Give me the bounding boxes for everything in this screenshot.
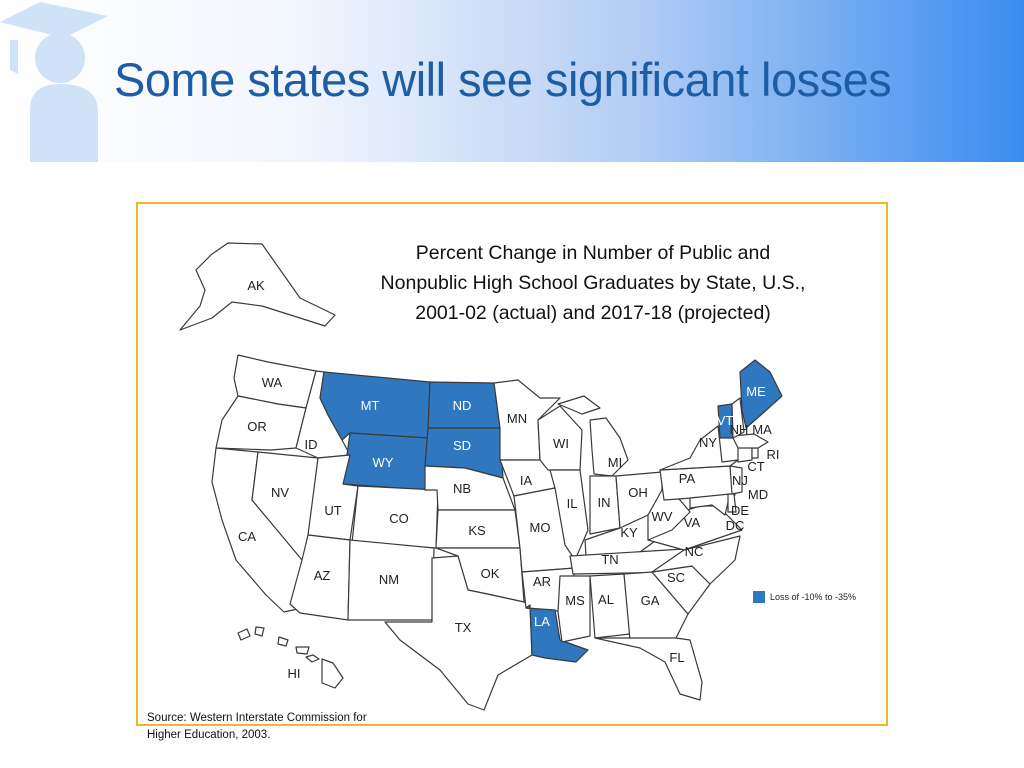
label-ky: KY [620,525,638,540]
label-nj: NJ [732,473,748,488]
state-or [215,395,307,451]
state-nh [731,397,745,439]
label-nv: NV [271,485,289,500]
label-wa: WA [262,375,283,390]
label-wy: WY [373,455,394,470]
map-title: Percent Change in Number of Public and N… [308,238,878,328]
label-wi: WI [553,436,569,451]
label-nb: NB [453,481,471,496]
label-ar: AR [533,574,551,589]
state-ak [179,242,336,331]
label-nd: ND [453,398,472,413]
label-mn: MN [507,411,527,426]
graduate-icon [0,2,108,162]
label-ms: MS [565,593,585,608]
state-wv [647,489,691,541]
label-mt: MT [361,398,380,413]
label-al: AL [598,592,614,607]
slide-title: Some states will see significant losses [114,53,892,106]
label-il: IL [567,496,578,511]
label-va: VA [684,515,701,530]
label-pa: PA [679,471,696,486]
state-tx [384,555,533,711]
state-ri [751,447,759,459]
label-ok: OK [481,566,500,581]
map-legend: Loss of -10% to -35% [753,591,856,603]
label-ri: RI [767,447,780,462]
state-hi [305,654,320,663]
legend-swatch [753,591,765,603]
label-ia: IA [520,473,533,488]
us-states-map: AK HI WA OR CA NV ID MT WY UT CO AZ NM N… [179,242,856,711]
label-ut: UT [324,503,341,518]
label-ct: CT [747,459,764,474]
label-in: IN [598,495,611,510]
label-ny: NY [699,435,717,450]
label-co: CO [389,511,409,526]
map-title-line-2: Nonpublic High School Graduates by State… [380,272,806,294]
state-ga [623,571,689,641]
state-ny [659,425,739,471]
label-tx: TX [455,620,472,635]
source-line-1: Source: Western Interstate Commission fo… [147,712,367,724]
state-nj [729,465,743,495]
state-md [689,493,731,516]
state-me [739,359,783,429]
state-hi [254,626,265,637]
label-hi: HI [288,666,301,681]
label-nm: NM [379,572,399,587]
label-de: DE [731,503,749,518]
label-dc: DC [726,518,745,533]
label-ma: MA [752,422,772,437]
state-hi [321,658,344,689]
state-la [525,604,589,663]
label-id: ID [305,437,318,452]
label-wv: WV [652,509,673,524]
source-note: Source: Western Interstate Commission fo… [147,710,447,744]
state-mi [589,417,629,477]
state-ma [731,433,769,449]
label-az: AZ [314,568,331,583]
label-nh: NH [730,422,749,437]
map-title-line-1: Percent Change in Number of Public and [415,242,771,264]
label-md: MD [748,487,768,502]
label-ga: GA [641,593,660,608]
state-mi-up [557,395,601,415]
state-fl [594,637,703,701]
state-hi [237,628,251,641]
source-line-2: Higher Education, 2003. [147,729,271,741]
state-labels: AK HI WA OR CA NV ID MT WY UT CO AZ NM N… [238,278,780,681]
label-fl: FL [669,650,684,665]
label-mo: MO [530,520,551,535]
state-hi [277,636,289,647]
state-hi [295,646,310,655]
label-tn: TN [601,552,618,567]
label-la: LA [534,614,550,629]
label-ks: KS [468,523,486,538]
map-title-line-3: 2001-02 (actual) and 2017-18 (projected) [415,302,771,324]
label-sc: SC [667,570,685,585]
state-ms [557,575,591,643]
label-nc: NC [685,544,704,559]
label-mi: MI [608,455,622,470]
label-ak: AK [247,278,265,293]
legend-label: Loss of -10% to -35% [770,592,856,602]
slide-header [0,0,1024,162]
label-vt: VT [717,413,734,428]
label-sd: SD [453,438,471,453]
states-layer [179,242,783,711]
label-oh: OH [628,485,648,500]
label-me: ME [746,384,766,399]
label-or: OR [247,419,267,434]
label-ca: CA [238,529,256,544]
